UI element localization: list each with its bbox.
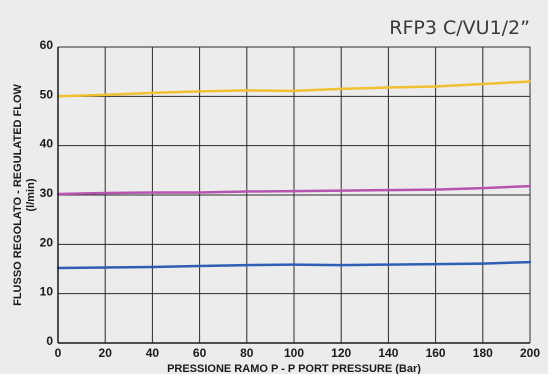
x-tick-labels: 0 20 40 60 80 100 120 140 160 180 200 [55,346,541,360]
grid-lines [58,46,531,343]
x-tick-100: 100 [284,346,304,360]
x-tick-20: 20 [99,346,113,360]
y-axis-unit: (l/min) [25,178,37,211]
x-tick-160: 160 [426,346,446,360]
y-tick-50: 50 [40,87,54,101]
y-tick-60: 60 [40,38,54,52]
x-tick-80: 80 [240,346,254,360]
y-tick-30: 30 [40,186,54,200]
chart-title: RFP3 C/VU1/2” [389,17,530,39]
series-line-3 [56,260,532,270]
y-tick-0: 0 [46,334,53,348]
series-lines [56,80,532,270]
series-line-1 [56,80,532,98]
y-tick-labels: 0 10 20 30 40 50 60 [40,38,54,348]
x-axis-label: PRESSIONE RAMO P - P PORT PRESSURE (Bar) [167,363,421,374]
y-tick-10: 10 [40,285,54,299]
axes [57,47,530,344]
y-axis-label-group: FLUSSO REGOLATO - REGULATED FLOW (l/min) [12,83,37,305]
x-tick-200: 200 [520,346,540,360]
y-tick-20: 20 [40,235,54,249]
x-tick-60: 60 [193,346,207,360]
x-tick-140: 140 [378,346,398,360]
x-tick-40: 40 [146,346,160,360]
series-line-2 [56,184,532,196]
y-axis-label: FLUSSO REGOLATO - REGULATED FLOW [12,83,24,305]
x-tick-0: 0 [55,346,62,360]
y-tick-40: 40 [40,137,54,151]
x-tick-120: 120 [331,346,351,360]
x-tick-180: 180 [473,346,493,360]
